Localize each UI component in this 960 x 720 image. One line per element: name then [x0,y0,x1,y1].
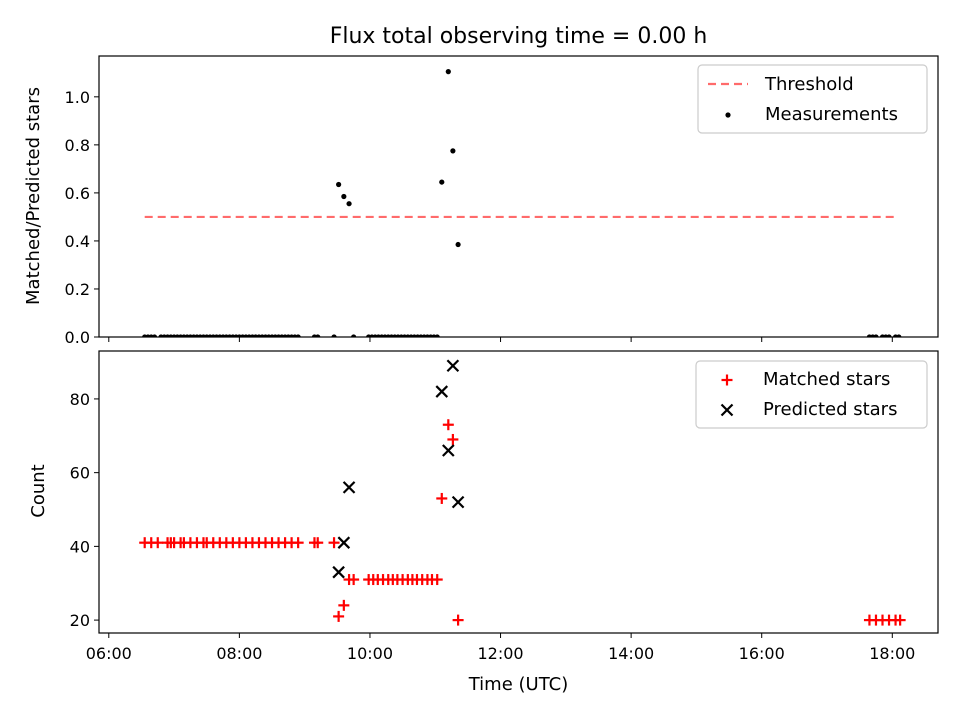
y-tick-label: 0.2 [65,280,90,299]
predicted-stars-point [442,444,455,457]
matched-stars-legend-marker [721,374,733,386]
matched-stars-point [894,614,906,626]
count-legend: Matched stars Predicted stars [695,360,928,429]
plot-marks [139,359,906,626]
y-tick-label: 1.0 [65,88,90,107]
measurements-point [455,241,461,248]
y-tick-label: 0.4 [65,232,90,251]
measurements-point [346,201,352,207]
matched-stars-legend-swatch [721,374,733,386]
x-tick-label: 08:00 [216,644,262,663]
matched-stars-point [452,614,464,626]
y-tick-label: 60 [70,464,90,483]
predicted-stars-legend-swatch [720,403,734,417]
x-axis-label: Time (UTC) [468,674,569,695]
measurements-point [886,334,892,337]
measurements-point [341,193,347,200]
ratio-legend: Threshold Measurements [697,64,928,134]
threshold-legend-label: Threshold [764,74,854,95]
measurements-point [151,334,158,337]
axes-frame [98,55,939,338]
axes-frame [98,350,939,634]
count-y-axis-label: Count [28,464,49,517]
measurements-point [331,334,337,337]
y-tick-label: 0.8 [65,136,90,155]
matched-stars-point [292,537,304,549]
matched-stars-point [436,492,448,504]
measurements-point [439,179,445,185]
matched-stars-legend-label: Matched stars [763,369,890,390]
x-tick-label: 12:00 [477,644,523,663]
predicted-stars-point [337,536,351,549]
plot-marks [142,69,902,337]
predicted-stars-point [451,495,465,509]
ratio-panel: 0.0 0.2 0.4 0.6 0.8 1.0 Matched/Predicted sta… [23,55,939,347]
count-panel: 20 40 60 80 06:00 08:00 10:00 12:00 14:00 16:00 18… [28,350,939,695]
matched-stars-point [431,574,443,586]
predicted-stars-point [435,385,449,398]
x-tick-label: 18:00 [869,644,915,663]
x-tick-label: 10:00 [347,644,393,663]
chart-title: Flux total observing time = 0.00 h [330,24,708,49]
count-legend-box [695,360,928,429]
y-tick-label: 80 [70,390,90,409]
count-plot-area: 20 40 60 80 06:00 08:00 10:00 12:00 14:00 16:00 18… [70,350,939,663]
x-tick-label: 06:00 [86,644,132,663]
measurements-point [434,334,440,337]
matched-stars-point [338,599,350,611]
matched-stars-point [312,537,324,549]
ratio-plot-area: 0.0 0.2 0.4 0.6 0.8 1.0 [65,55,939,347]
measurements-point [896,334,902,337]
y-tick-label: 0.6 [65,184,90,203]
matched-stars-point [328,537,340,549]
predicted-stars-legend-label: Predicted stars [763,399,897,420]
measurements-legend-swatch [725,112,731,118]
measurements-point [450,148,456,154]
x-tick-label: 14:00 [608,644,654,663]
measurements-legend-label: Measurements [765,104,898,125]
measurements-point [295,334,301,337]
predicted-stars-point [446,359,460,373]
matched-stars-point [152,537,164,549]
predicted-stars-point [332,565,345,579]
matched-stars-point [333,610,345,622]
y-tick-label: 0.0 [65,328,90,347]
predicted-stars-legend-marker [720,403,734,417]
ratio-y-axis-label: Matched/Predicted stars [23,87,44,305]
y-tick-label: 20 [70,611,90,630]
y-tick-label: 40 [70,537,90,556]
x-tick-label: 16:00 [739,644,785,663]
measurements-point [445,69,451,75]
measurements-point [336,181,342,188]
ratio-legend-box [697,64,928,134]
measurements-point [315,334,321,337]
measurements-point [351,334,357,337]
matched-stars-point [348,574,360,586]
matched-stars-point [442,419,454,431]
matched-stars-point [447,433,459,445]
predicted-stars-point [342,481,356,494]
measurements-point [873,334,879,337]
